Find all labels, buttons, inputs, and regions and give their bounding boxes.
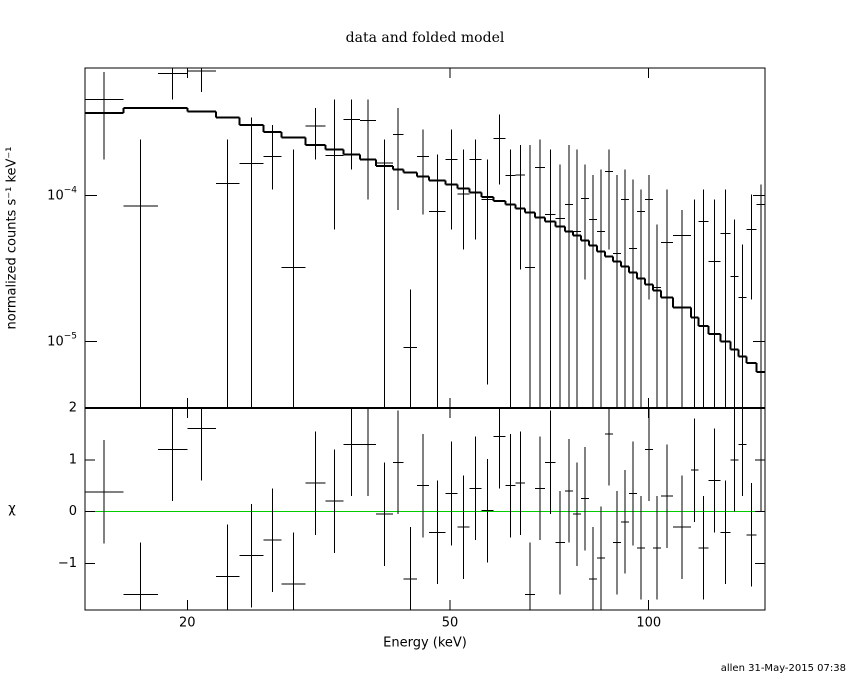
y-tick-label: 1 (69, 452, 77, 467)
x-axis-label: Energy (keV) (383, 636, 467, 651)
upper-plot (85, 68, 765, 408)
x-tick-label: 100 (636, 616, 661, 631)
residual-axis-label: χ (8, 502, 16, 517)
y-tick-label: 0 (69, 504, 77, 519)
y-tick-exponent: −5 (64, 331, 77, 341)
y-tick-label: −1 (58, 556, 77, 571)
y-tick-label: 10−4 (47, 185, 77, 203)
y-tick-exponent: −4 (64, 185, 78, 195)
y-axis-label: normalized counts s⁻¹ keV⁻¹ (5, 147, 20, 330)
lower-plot (85, 408, 765, 610)
x-tick-label: 20 (179, 616, 196, 631)
y-tick-base: 10 (47, 334, 64, 349)
y-tick-label: 10−5 (47, 331, 77, 349)
y-tick-label: 2 (69, 401, 77, 416)
x-tick-label: 50 (442, 616, 459, 631)
y-tick-base: 10 (47, 188, 64, 203)
model-riser (122, 107, 758, 372)
chart-title: data and folded model (346, 30, 505, 46)
footer: allen 31-May-2015 07:38 (721, 663, 846, 674)
